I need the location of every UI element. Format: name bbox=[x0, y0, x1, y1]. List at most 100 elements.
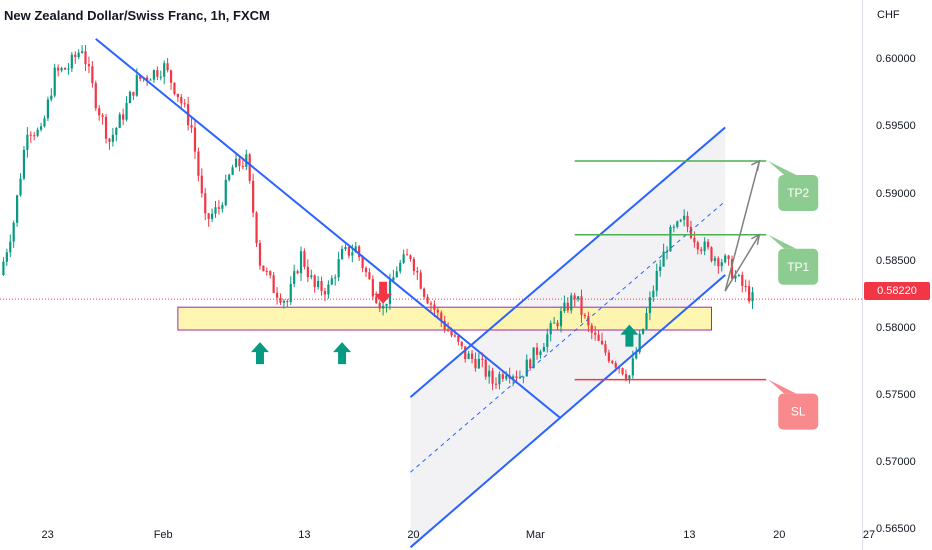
candle-body bbox=[429, 303, 433, 305]
candle-body bbox=[87, 64, 91, 67]
candle-body bbox=[730, 259, 734, 279]
candle-body bbox=[470, 353, 474, 359]
candle-body bbox=[358, 246, 361, 258]
candle-body bbox=[323, 291, 327, 295]
candle-body bbox=[433, 304, 436, 310]
candle-body bbox=[347, 246, 351, 256]
candle-body bbox=[409, 255, 412, 259]
candle-body bbox=[532, 347, 535, 369]
candle-body bbox=[241, 166, 244, 168]
y-tick-label: 0.57500 bbox=[876, 388, 916, 401]
candle-body bbox=[252, 180, 255, 213]
candle-body bbox=[149, 79, 152, 81]
candle-body bbox=[50, 95, 53, 100]
candle-body bbox=[231, 167, 234, 175]
candle-body bbox=[392, 277, 395, 281]
candle-body bbox=[108, 138, 111, 142]
candle-body bbox=[210, 213, 214, 219]
candle-body bbox=[576, 296, 580, 300]
candle-body bbox=[491, 370, 494, 384]
candle-body bbox=[501, 374, 504, 379]
candle-body bbox=[190, 125, 193, 128]
y-tick-label: 0.60000 bbox=[876, 53, 916, 66]
candle-body bbox=[525, 359, 528, 377]
candle-body bbox=[238, 158, 241, 167]
candle-body bbox=[611, 361, 614, 363]
x-tick-label: 13 bbox=[683, 529, 696, 541]
candle-body bbox=[546, 334, 549, 347]
candle-body bbox=[364, 268, 368, 273]
candle-body bbox=[320, 280, 323, 292]
candle-body bbox=[70, 54, 73, 69]
arrow-up-icon bbox=[620, 324, 639, 347]
candle-body bbox=[440, 312, 443, 321]
projection-line bbox=[724, 160, 761, 292]
candle-body bbox=[563, 302, 566, 312]
candle-body bbox=[282, 300, 286, 303]
x-tick-label: 27 bbox=[862, 529, 876, 541]
candle-body bbox=[669, 226, 672, 252]
candle-body bbox=[204, 193, 207, 214]
candle-body bbox=[587, 316, 590, 326]
candle-body bbox=[412, 258, 415, 272]
candle-body bbox=[686, 215, 689, 227]
candle-body bbox=[426, 296, 429, 304]
candle-body bbox=[604, 344, 607, 353]
candle-body bbox=[724, 255, 727, 263]
candle-body bbox=[2, 261, 5, 275]
candle-body bbox=[63, 67, 67, 70]
candle-body bbox=[464, 346, 467, 359]
candle-body bbox=[334, 277, 337, 279]
candle-body bbox=[16, 195, 19, 223]
candle-body bbox=[57, 67, 60, 71]
candle-body bbox=[221, 205, 224, 209]
candle-body bbox=[477, 358, 480, 369]
candle-body bbox=[317, 280, 320, 288]
candle-body bbox=[744, 285, 747, 287]
candle-body bbox=[152, 70, 156, 80]
sl-level-callout bbox=[778, 393, 819, 430]
candle-body bbox=[289, 283, 292, 302]
candle-body bbox=[139, 75, 142, 79]
price-axis[interactable] bbox=[862, 0, 932, 550]
chart-title: New Zealand Dollar/Swiss Franc, 1h, FXCM bbox=[4, 8, 270, 23]
x-tick-label: 20 bbox=[773, 529, 786, 541]
candle-body bbox=[234, 158, 238, 168]
candle-body bbox=[727, 255, 730, 260]
candle-body bbox=[125, 103, 128, 120]
candle-body bbox=[542, 346, 545, 352]
candle-body bbox=[703, 241, 706, 251]
candle-body bbox=[378, 303, 381, 309]
candle-body bbox=[330, 278, 333, 285]
candle-body bbox=[505, 375, 508, 379]
candle-body bbox=[344, 246, 347, 250]
y-tick-label: 0.59000 bbox=[876, 187, 916, 200]
candle-body bbox=[176, 93, 179, 98]
candle-body bbox=[193, 127, 197, 152]
candle-body bbox=[385, 303, 388, 306]
candle-body bbox=[33, 135, 36, 137]
candle-body bbox=[255, 212, 258, 244]
tp1-level-callout bbox=[778, 248, 819, 285]
y-tick-label: 0.57000 bbox=[876, 455, 916, 468]
candle-body bbox=[614, 362, 617, 368]
candle-body bbox=[265, 271, 268, 273]
candle-body bbox=[217, 207, 221, 209]
x-tick-label: 20 bbox=[407, 529, 420, 541]
candle-body bbox=[132, 91, 135, 96]
candle-body bbox=[91, 66, 94, 84]
candle-body bbox=[652, 290, 655, 298]
candle-body bbox=[590, 325, 593, 333]
candle-body bbox=[659, 266, 662, 271]
candle-body bbox=[29, 134, 32, 136]
current-price-badge: 0.58220 bbox=[864, 282, 930, 300]
candle-body bbox=[395, 271, 398, 278]
candle-body bbox=[156, 70, 159, 77]
candle-body bbox=[399, 262, 402, 272]
tp2-level-callout bbox=[778, 174, 819, 211]
candle-body bbox=[159, 76, 162, 78]
candle-body bbox=[494, 383, 498, 385]
candle-body bbox=[423, 288, 426, 297]
candle-body bbox=[145, 77, 149, 80]
candle-body bbox=[228, 174, 231, 180]
